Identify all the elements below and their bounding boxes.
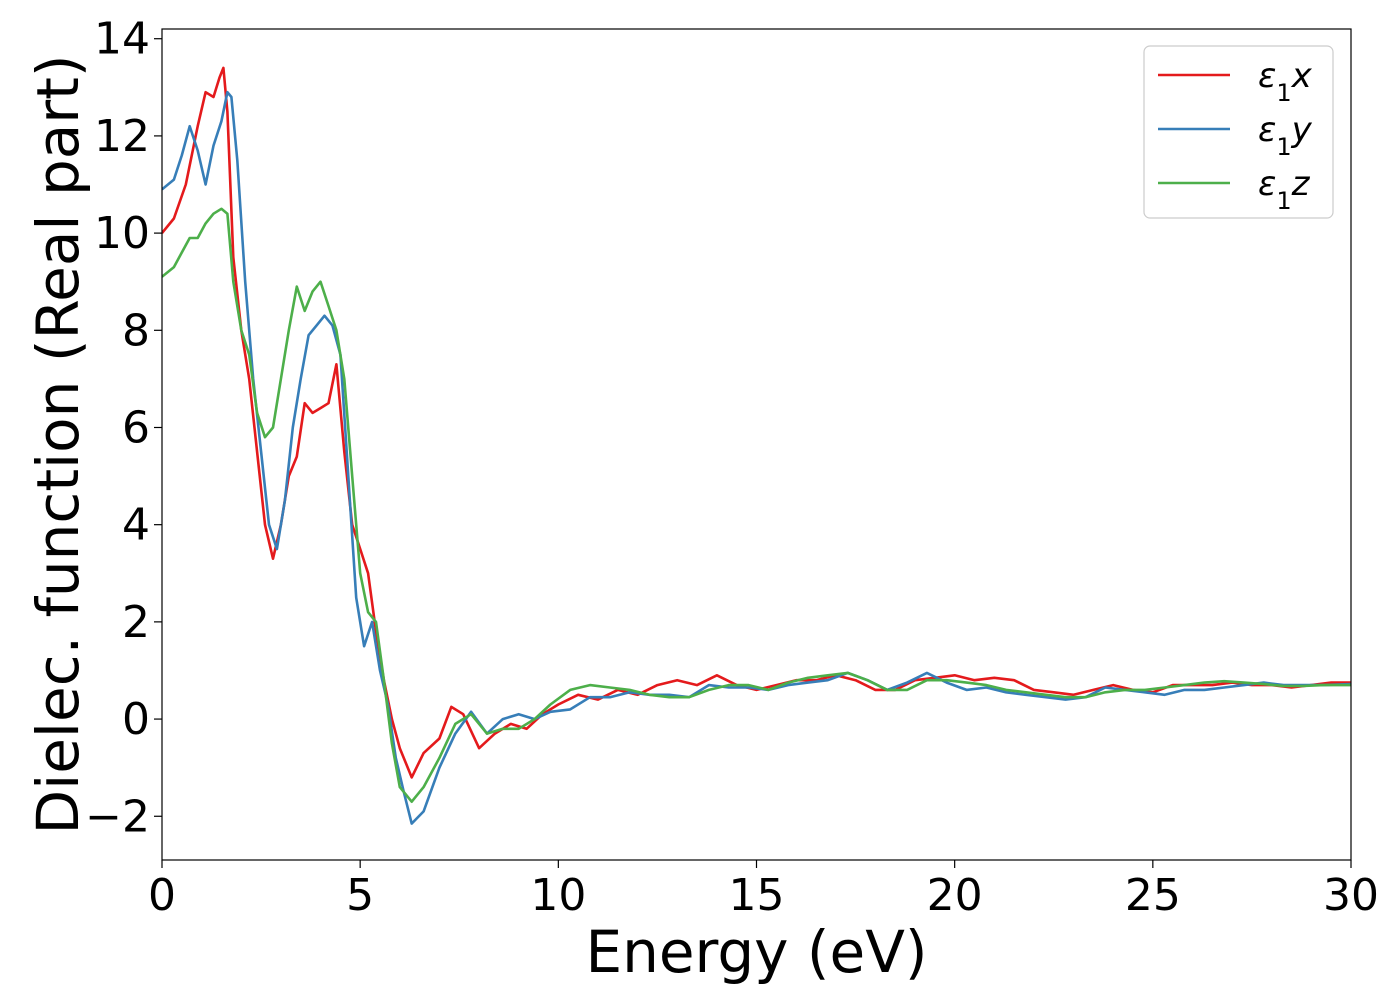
x-tick-label: 0 <box>148 870 176 921</box>
x-tick-label: 5 <box>346 870 374 921</box>
y-tick-label: 4 <box>122 500 150 551</box>
legend-label-z: ε1z <box>1258 164 1311 215</box>
x-tick-label: 30 <box>1323 870 1379 921</box>
series-lines <box>162 66 1351 825</box>
legend-label-x: ε1x <box>1258 56 1313 107</box>
y-axis-ticks: −2 0 2 4 6 8 10 12 14 <box>85 14 162 842</box>
y-tick-label: −2 <box>85 791 150 842</box>
x-tick-label: 25 <box>1125 870 1181 921</box>
y-tick-label: 14 <box>94 14 150 65</box>
x-axis-label: Energy (eV) <box>585 918 927 986</box>
legend-box <box>1143 45 1334 219</box>
legend-label-y: ε1y <box>1258 110 1313 161</box>
x-tick-label: 20 <box>927 870 983 921</box>
y-tick-label: 2 <box>122 597 150 648</box>
x-tick-label: 15 <box>729 870 785 921</box>
series-line-x <box>162 66 1351 779</box>
y-tick-label: 8 <box>122 305 150 356</box>
y-tick-label: 12 <box>94 111 150 162</box>
x-tick-label: 10 <box>530 870 586 921</box>
y-tick-label: 0 <box>122 694 150 745</box>
x-axis-ticks: 0 5 10 15 20 25 30 <box>148 860 1379 921</box>
y-axis-label: Dielec. function (Real part) <box>24 54 92 834</box>
y-tick-label: 10 <box>94 208 150 259</box>
y-tick-label: 6 <box>122 402 150 453</box>
series-line-z <box>162 207 1351 803</box>
